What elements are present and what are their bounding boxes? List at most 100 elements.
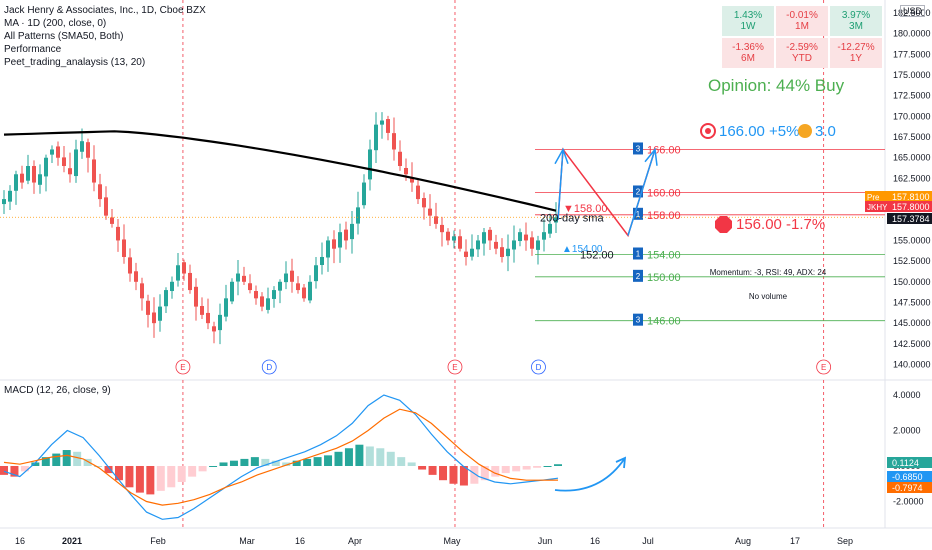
level-number-box [633, 269, 643, 282]
candle-body [392, 133, 396, 150]
candle-body [524, 234, 528, 241]
macd-header[interactable]: MACD (12, 26, close, 9) [4, 385, 111, 396]
time-tick-label: 16 [590, 536, 600, 546]
price-tick-label: 165.0000 [893, 153, 931, 163]
macd-histogram-bar [324, 455, 333, 466]
level-label: 150.00 [647, 272, 681, 284]
target-text: 166.00 +5% [719, 123, 800, 140]
macd-histogram-bar [501, 466, 510, 474]
level-number-box [633, 207, 643, 220]
candle-body [68, 168, 72, 175]
candle-body [530, 237, 534, 249]
perf-cell-3m: 3.97% 3M [830, 6, 882, 36]
macd-histogram-bar [407, 462, 416, 466]
candle-body [452, 236, 456, 241]
macd-histogram-bar [533, 466, 542, 468]
macd-histogram-bar [188, 466, 197, 477]
candle-body [254, 291, 258, 299]
candle-body [98, 184, 102, 200]
candle-body [386, 119, 390, 133]
macd-histogram-bar [439, 466, 448, 481]
indicator-performance[interactable]: Performance [4, 44, 62, 55]
perf-value: -0.01% [786, 10, 818, 21]
time-tick-label: May [443, 536, 461, 546]
currency-badge[interactable]: USD [900, 5, 926, 17]
earnings-marker-label: E [452, 363, 457, 372]
candle-body [164, 290, 168, 307]
candle-body [236, 273, 240, 282]
candle-body [116, 226, 120, 241]
earnings-marker-label: E [180, 363, 185, 372]
macd-histogram-bar [418, 466, 427, 470]
macd-tag-value: -0.7974 [892, 483, 923, 493]
candle-body [128, 257, 132, 274]
candle-body [548, 223, 552, 234]
time-tick-label: Aug [735, 536, 751, 546]
candle-body [8, 190, 12, 202]
candle-body [74, 149, 78, 177]
projection-up-arrow-1 [557, 149, 564, 220]
macd-histogram-bar [334, 451, 343, 466]
time-tick-label: 16 [15, 536, 25, 546]
macd-histogram-bar [449, 466, 458, 484]
macd-tag-value: 0.1124 [892, 458, 919, 468]
dividend-marker [261, 359, 277, 375]
level-number-box [633, 185, 643, 198]
candle-body [476, 240, 480, 250]
macd-histogram-bar [365, 446, 374, 466]
price-tick-label: 145.0000 [893, 318, 931, 328]
macd-histogram-bar [459, 466, 468, 486]
macd-histogram-bar [219, 462, 228, 466]
candle-body [398, 151, 402, 167]
candle-body [272, 290, 276, 299]
macd-histogram-bar [313, 457, 322, 466]
macd-line [3, 394, 559, 520]
candle-body [86, 142, 90, 158]
candle-body [32, 166, 36, 183]
candle-body [350, 223, 354, 240]
candle-body [26, 166, 30, 181]
macd-histogram-bar [94, 466, 103, 467]
candle-body [218, 314, 222, 331]
level-number: 3 [636, 144, 641, 153]
macd-histogram-bar [0, 466, 8, 475]
indicator-patterns[interactable]: All Patterns (SMA50, Both) [4, 31, 124, 42]
price-tag-box [887, 191, 932, 202]
macd-histogram-bar [83, 458, 92, 466]
candle-body [260, 296, 264, 307]
macd-histogram-bar [62, 450, 71, 466]
candle-body [224, 298, 228, 317]
candle-body [422, 198, 426, 208]
volume-text: No volume [749, 292, 788, 301]
indicator-ma[interactable]: MA · 1D (200, close, 0) [4, 18, 107, 29]
perf-period: 3M [849, 21, 863, 32]
candle-body [410, 177, 414, 183]
time-tick-label: Apr [348, 536, 362, 546]
candle-body [338, 232, 342, 248]
candle-body [296, 283, 300, 291]
candle-body [284, 273, 288, 283]
price-tick-label: 180.0000 [893, 29, 931, 39]
level-label: 158.00 [647, 210, 681, 222]
perf-cell-1w: 1.43% 1W [722, 6, 774, 36]
candle-body [188, 272, 192, 291]
candle-body [80, 141, 84, 152]
macd-histogram-bar [31, 462, 40, 466]
macd-histogram-bar [271, 460, 280, 466]
opinion-label: Opinion: 44% Buy [708, 76, 845, 95]
level-number: 3 [636, 316, 641, 325]
time-tick-label: Mar [239, 536, 255, 546]
macd-histogram-bar [376, 448, 385, 466]
macd-histogram-bar [240, 458, 249, 466]
symbol-title[interactable]: Jack Henry & Associates, Inc., 1D, Cboe … [4, 5, 206, 16]
performance-table: 1.43% 1W -0.01% 1M 3.97% 3M -1.36% 6M -2.59%… [722, 6, 882, 68]
macd-histogram-bar [114, 466, 123, 481]
macd-histogram-bar [229, 460, 238, 466]
indicator-peet[interactable]: Peet_trading_analaysis (13, 20) [4, 57, 146, 68]
arrowhead-1 [554, 147, 569, 165]
price-tag-name-box [865, 201, 887, 212]
macd-histogram-bar [125, 466, 134, 488]
macd-histogram-bar [344, 448, 353, 466]
macd-histogram-bar [261, 458, 270, 466]
candle-body [134, 271, 138, 282]
